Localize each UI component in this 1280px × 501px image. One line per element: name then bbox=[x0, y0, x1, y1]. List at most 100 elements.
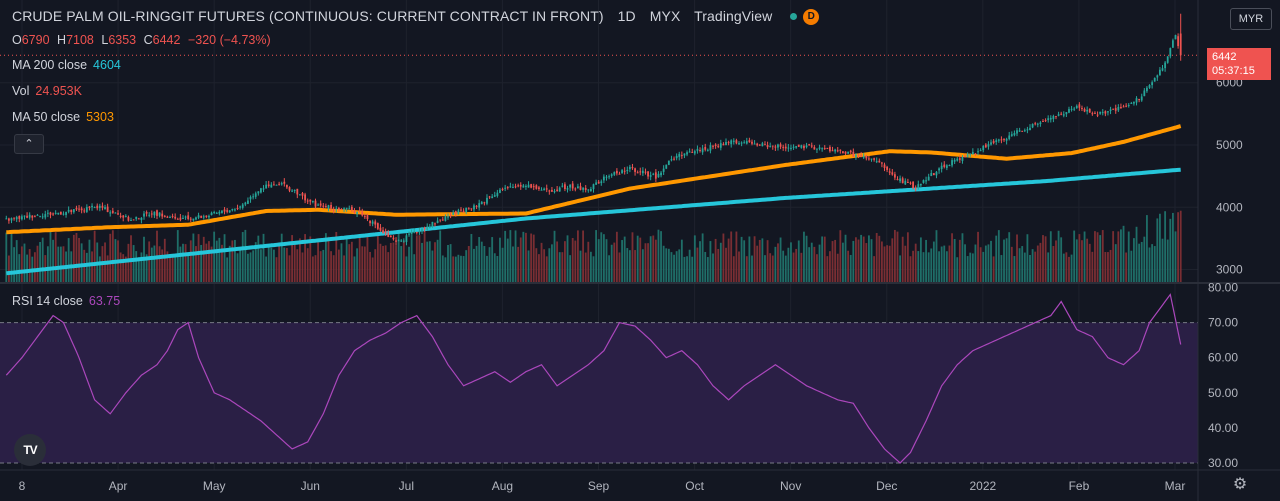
candle-body bbox=[886, 166, 889, 170]
volume-bar bbox=[80, 243, 83, 282]
candle-body bbox=[335, 208, 338, 210]
candle-body bbox=[756, 143, 759, 146]
volume-bar bbox=[109, 233, 112, 282]
candle-body bbox=[1112, 108, 1115, 110]
candle-body bbox=[919, 183, 922, 186]
time-axis-tick: Dec bbox=[876, 479, 897, 493]
legend-volume[interactable]: Vol 24.953K bbox=[12, 84, 82, 98]
candle-body bbox=[1078, 104, 1081, 108]
volume-bar bbox=[67, 238, 70, 282]
candle-body bbox=[592, 184, 595, 190]
legend-rsi[interactable]: RSI 14 close 63.75 bbox=[12, 294, 120, 308]
candle-body bbox=[719, 143, 722, 148]
volume-bar bbox=[990, 240, 992, 282]
volume-bar bbox=[46, 246, 49, 282]
candle-body bbox=[925, 180, 927, 182]
candle-body bbox=[654, 172, 657, 179]
volume-bar bbox=[1125, 252, 1128, 282]
candle-body bbox=[725, 142, 727, 146]
volume-bar bbox=[13, 247, 16, 282]
volume-bar bbox=[899, 255, 902, 282]
volume-bar bbox=[787, 247, 790, 282]
volume-bar bbox=[509, 230, 512, 282]
volume-bar bbox=[987, 244, 990, 282]
candle-body bbox=[525, 185, 527, 187]
volume-bar bbox=[880, 241, 883, 282]
volume-bar bbox=[849, 254, 852, 282]
currency-selector[interactable]: MYR bbox=[1230, 8, 1272, 30]
volume-bar bbox=[169, 256, 171, 282]
volume-bar bbox=[111, 230, 114, 282]
candle-body bbox=[369, 220, 371, 224]
candle-body bbox=[210, 212, 213, 216]
candle-body bbox=[288, 187, 291, 191]
volume-bar bbox=[979, 247, 982, 282]
candle-body bbox=[722, 143, 725, 146]
settings-gear-icon[interactable]: ⚙ bbox=[1232, 476, 1248, 493]
volume-bar bbox=[925, 239, 927, 282]
volume-bar bbox=[57, 246, 60, 282]
candle-body bbox=[577, 186, 579, 188]
volume-bar bbox=[932, 241, 935, 282]
low-label: L bbox=[101, 33, 109, 47]
volume-bar bbox=[1099, 235, 1102, 282]
candle-body bbox=[1127, 105, 1130, 107]
tradingview-logo-icon[interactable]: TV bbox=[14, 434, 46, 466]
volume-bar bbox=[964, 244, 966, 282]
candle-body bbox=[150, 213, 153, 215]
volume-bar bbox=[945, 251, 948, 282]
volume-bar bbox=[231, 240, 234, 282]
volume-bar bbox=[592, 256, 595, 282]
volume-bar bbox=[974, 244, 977, 282]
candle-body bbox=[5, 218, 8, 220]
vol-label: Vol bbox=[12, 84, 30, 98]
volume-bar bbox=[457, 254, 460, 282]
volume-bar bbox=[608, 255, 610, 282]
candle-body bbox=[327, 205, 330, 209]
legend-ma50[interactable]: MA 50 close 5303 bbox=[12, 110, 114, 124]
price-axis-tick: 5000 bbox=[1216, 138, 1243, 152]
candle-body bbox=[644, 171, 647, 173]
volume-bar bbox=[667, 248, 670, 282]
candle-body bbox=[65, 212, 67, 215]
candle-body bbox=[7, 218, 10, 221]
volume-bar bbox=[688, 249, 691, 282]
candle-body bbox=[343, 208, 345, 210]
volume-bar bbox=[504, 230, 507, 282]
candle-body bbox=[1016, 130, 1018, 134]
interval-label[interactable]: 1D bbox=[617, 8, 636, 24]
candle-body bbox=[673, 158, 675, 160]
legend-ma200[interactable]: MA 200 close 4604 bbox=[12, 58, 121, 72]
candle-body bbox=[816, 148, 818, 150]
candle-body bbox=[109, 212, 112, 214]
candle-body bbox=[499, 189, 501, 193]
volume-bar bbox=[26, 254, 28, 282]
candle-body bbox=[171, 216, 174, 218]
volume-bar bbox=[865, 243, 868, 282]
candle-body bbox=[712, 145, 714, 147]
candle-body bbox=[353, 210, 356, 214]
collapse-legend-button[interactable]: ⌃ bbox=[14, 134, 44, 154]
volume-bar bbox=[182, 243, 184, 282]
candle-body bbox=[527, 184, 530, 188]
candle-body bbox=[117, 213, 119, 215]
candle-body bbox=[462, 210, 465, 213]
candle-body bbox=[1083, 109, 1086, 112]
candle-body bbox=[639, 171, 642, 173]
candle-body bbox=[953, 159, 956, 162]
candle-body bbox=[187, 215, 190, 219]
volume-bar bbox=[1140, 241, 1143, 282]
candle-body bbox=[44, 214, 47, 218]
volume-bar bbox=[179, 246, 182, 282]
volume-bar bbox=[353, 256, 356, 282]
volume-bar bbox=[415, 235, 418, 282]
volume-bar bbox=[1133, 238, 1135, 282]
candle-body bbox=[62, 213, 65, 215]
candle-body bbox=[709, 145, 712, 151]
candle-body bbox=[571, 183, 574, 189]
volume-bar bbox=[647, 243, 649, 282]
volume-bar bbox=[410, 231, 413, 282]
candle-body bbox=[296, 188, 299, 195]
candle-body bbox=[384, 231, 387, 234]
volume-bar bbox=[52, 239, 54, 282]
